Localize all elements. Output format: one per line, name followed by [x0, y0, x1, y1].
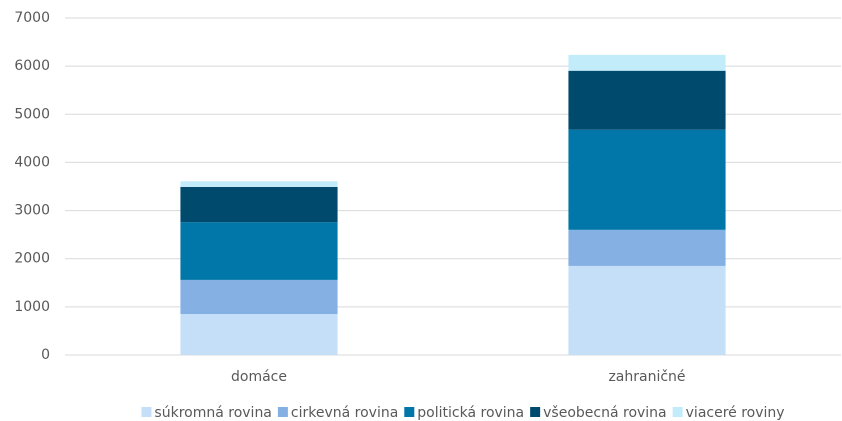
- legend-label: politická rovina: [417, 405, 524, 421]
- legend-swatch: [141, 407, 152, 417]
- legend-label: súkromná rovina: [154, 405, 271, 421]
- bar-segment: [568, 229, 726, 266]
- bar-segment: [568, 70, 726, 130]
- y-tick-label: 4000: [14, 154, 50, 170]
- legend-label: všeobecná rovina: [543, 405, 667, 421]
- y-tick-label: 0: [41, 347, 50, 363]
- y-tick-label: 1000: [14, 299, 50, 315]
- bar-segment: [180, 314, 338, 355]
- x-tick-label: zahraničné: [608, 369, 685, 385]
- legend-swatch: [530, 407, 541, 417]
- legend-swatch: [672, 407, 683, 417]
- y-tick-label: 2000: [14, 251, 50, 267]
- bar-segment: [180, 279, 338, 315]
- bar-segment: [180, 222, 338, 280]
- x-tick-label: domáce: [231, 369, 287, 385]
- legend-swatch: [277, 407, 288, 417]
- bar-segment: [568, 129, 726, 230]
- bar-segment: [180, 181, 338, 187]
- bar-segment: [568, 54, 726, 71]
- bar-segment: [568, 265, 726, 355]
- bar-segment: [180, 186, 338, 223]
- legend-label: viaceré roviny: [686, 405, 785, 421]
- y-tick-label: 7000: [14, 10, 50, 26]
- y-tick-label: 3000: [14, 203, 50, 219]
- y-tick-label: 5000: [14, 106, 50, 122]
- legend-swatch: [404, 407, 415, 417]
- y-tick-label: 6000: [14, 58, 50, 74]
- legend-label: cirkevná rovina: [291, 405, 398, 421]
